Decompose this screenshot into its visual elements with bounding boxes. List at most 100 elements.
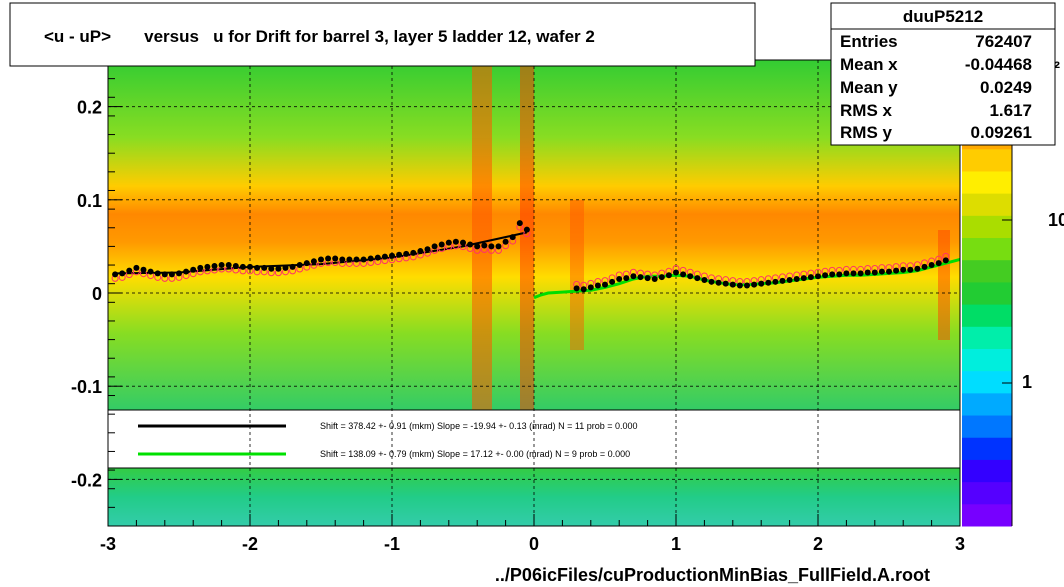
profile-point: [481, 242, 488, 249]
y-tick-label: -0.1: [71, 377, 102, 397]
profile-point: [523, 226, 530, 233]
profile-point: [112, 271, 119, 278]
profile-point: [431, 243, 438, 250]
profile-point: [786, 276, 793, 283]
color-scale-cell: [962, 237, 1012, 261]
profile-point: [374, 254, 381, 261]
profile-point: [751, 281, 758, 288]
color-scale-cell: [962, 370, 1012, 394]
fit-legend-text-black: Shift = 378.42 +- 0.91 (mkm) Slope = -19…: [320, 421, 638, 431]
profile-point: [893, 267, 900, 274]
profile-point: [509, 234, 516, 241]
hot-stripe: [570, 200, 584, 350]
profile-point: [793, 276, 800, 283]
x-axis-label: ../P06icFiles/cuProductionMinBias_FullFi…: [495, 565, 930, 585]
color-scale-cell: [962, 170, 1012, 194]
stats-title: duuP5212: [903, 7, 983, 26]
profile-point: [339, 256, 346, 263]
color-scale-cell: [962, 193, 1012, 216]
profile-point: [857, 270, 864, 277]
profile-point: [225, 262, 232, 269]
profile-point: [190, 266, 197, 273]
profile-point: [126, 267, 133, 274]
profile-point: [864, 269, 871, 276]
color-scale-cell: [962, 348, 1012, 372]
profile-point: [282, 264, 289, 271]
profile-point: [488, 243, 495, 250]
profile-point: [736, 282, 743, 289]
profile-point: [289, 263, 296, 270]
stats-value: 1.617: [989, 101, 1032, 120]
color-scale-cell: [962, 148, 1012, 172]
profile-point: [665, 272, 672, 279]
stats-label: Mean y: [840, 78, 898, 97]
profile-point: [168, 271, 175, 278]
profile-point: [445, 239, 452, 246]
profile-point: [176, 270, 182, 277]
color-scale-cell: [962, 392, 1012, 416]
profile-point: [403, 250, 410, 257]
profile-point: [651, 276, 658, 283]
z-tick-label-clipped: ²: [1054, 58, 1060, 78]
profile-point: [452, 238, 459, 245]
color-scale-cell: [962, 437, 1012, 460]
profile-point: [396, 251, 403, 258]
profile-point: [140, 266, 147, 273]
stats-label: Mean x: [840, 55, 898, 74]
profile-point: [197, 264, 204, 271]
stats-box: duuP5212 Entries 762407 Mean x -0.04468 …: [830, 2, 1056, 146]
profile-point: [935, 260, 942, 267]
profile-point: [623, 275, 630, 282]
stats-value: 0.0249: [980, 78, 1032, 97]
profile-point: [502, 238, 509, 245]
profile-point: [800, 275, 807, 282]
profile-point: [318, 256, 324, 263]
color-scale-cell: [962, 459, 1012, 483]
axes: -3 -2 -1 0 1 2 3 -0.2 -0.1 0 0.1 0.2: [71, 59, 965, 554]
profile-point: [389, 252, 395, 259]
profile-point: [367, 255, 374, 262]
profile-point: [907, 266, 914, 273]
profile-point: [850, 270, 857, 277]
grid-lines: [107, 60, 961, 526]
profile-point: [381, 253, 388, 260]
profile-point: [495, 243, 502, 250]
profile-point: [928, 262, 935, 269]
profile-point: [602, 281, 608, 288]
color-scale-cell: [962, 215, 1012, 239]
profile-point: [715, 279, 722, 286]
profile-point: [239, 263, 246, 270]
color-scale-cell: [962, 304, 1012, 327]
hot-stripe: [938, 230, 950, 340]
profile-point: [609, 278, 616, 285]
profile-point: [829, 271, 836, 278]
x-tick-label: -2: [242, 534, 258, 554]
profile-point: [701, 276, 708, 283]
profile-point: [261, 264, 268, 271]
profile-point: [687, 273, 694, 280]
profile-point: [694, 275, 701, 282]
x-tick-label: 1: [671, 534, 681, 554]
profile-point: [417, 248, 424, 255]
profile-point: [254, 264, 261, 271]
profile-point: [594, 282, 601, 289]
profile-point: [296, 262, 303, 269]
profile-point: [822, 272, 829, 279]
profile-point: [843, 270, 850, 277]
profile-point: [807, 274, 814, 281]
y-tick-label: 0: [92, 284, 102, 304]
profile-point: [758, 280, 765, 287]
profile-point: [815, 273, 821, 280]
profile-point: [353, 256, 360, 263]
x-tick-label: -1: [384, 534, 400, 554]
y-tick-label: -0.2: [71, 470, 102, 490]
profile-point: [119, 270, 126, 277]
z-tick-label: 10: [1048, 210, 1064, 230]
z-tick-label: 1: [1022, 372, 1032, 392]
profile-point: [360, 256, 367, 263]
color-scale-cell: [962, 481, 1012, 505]
color-scale-cell: [962, 415, 1012, 438]
profile-point: [516, 220, 523, 227]
profile-point: [772, 278, 779, 285]
profile-overlays: [111, 220, 961, 300]
